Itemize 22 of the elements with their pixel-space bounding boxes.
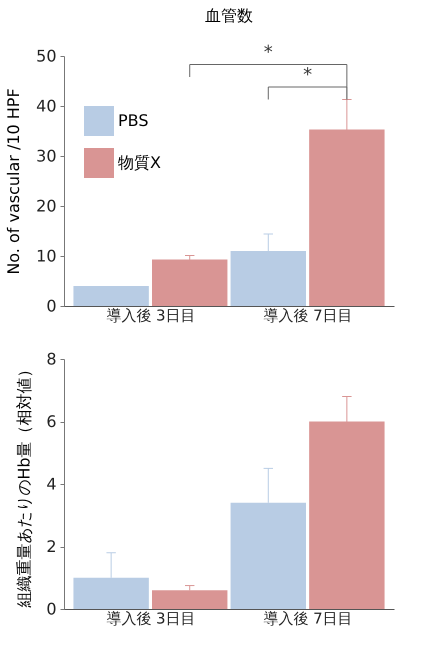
y-tick-label: 6 (46, 412, 56, 431)
legend-label: 物質X (118, 153, 161, 172)
y-axis-title: 組織重量あたりのHb量（相対値） (14, 361, 34, 609)
x-tick-label: 導入後 3日目 (106, 306, 196, 324)
y-tick-label: 2 (46, 537, 56, 556)
y-tick-label: 8 (46, 350, 56, 368)
x-tick-label: 導入後 3日目 (106, 610, 196, 628)
y-tick-label: 20 (36, 196, 56, 216)
x-tick-label: 導入後 7日目 (263, 610, 353, 628)
annotation: * (264, 42, 273, 63)
y-tick-label: 0 (46, 600, 56, 618)
y-tick-label: 0 (46, 296, 56, 316)
y-tick-label: 40 (36, 96, 56, 116)
y-tick-label: 10 (36, 246, 56, 266)
y-tick-label: 30 (36, 146, 56, 166)
x-tick-label: 導入後 7日目 (263, 306, 353, 324)
y-tick-label: 50 (36, 46, 56, 66)
y-axis-title: No. of vascular /10 HPF (4, 88, 24, 275)
annotation: * (303, 64, 312, 86)
legend-label: PBS (118, 111, 148, 130)
y-tick-label: 4 (46, 474, 56, 494)
chart-title: 血管数 (205, 6, 253, 25)
